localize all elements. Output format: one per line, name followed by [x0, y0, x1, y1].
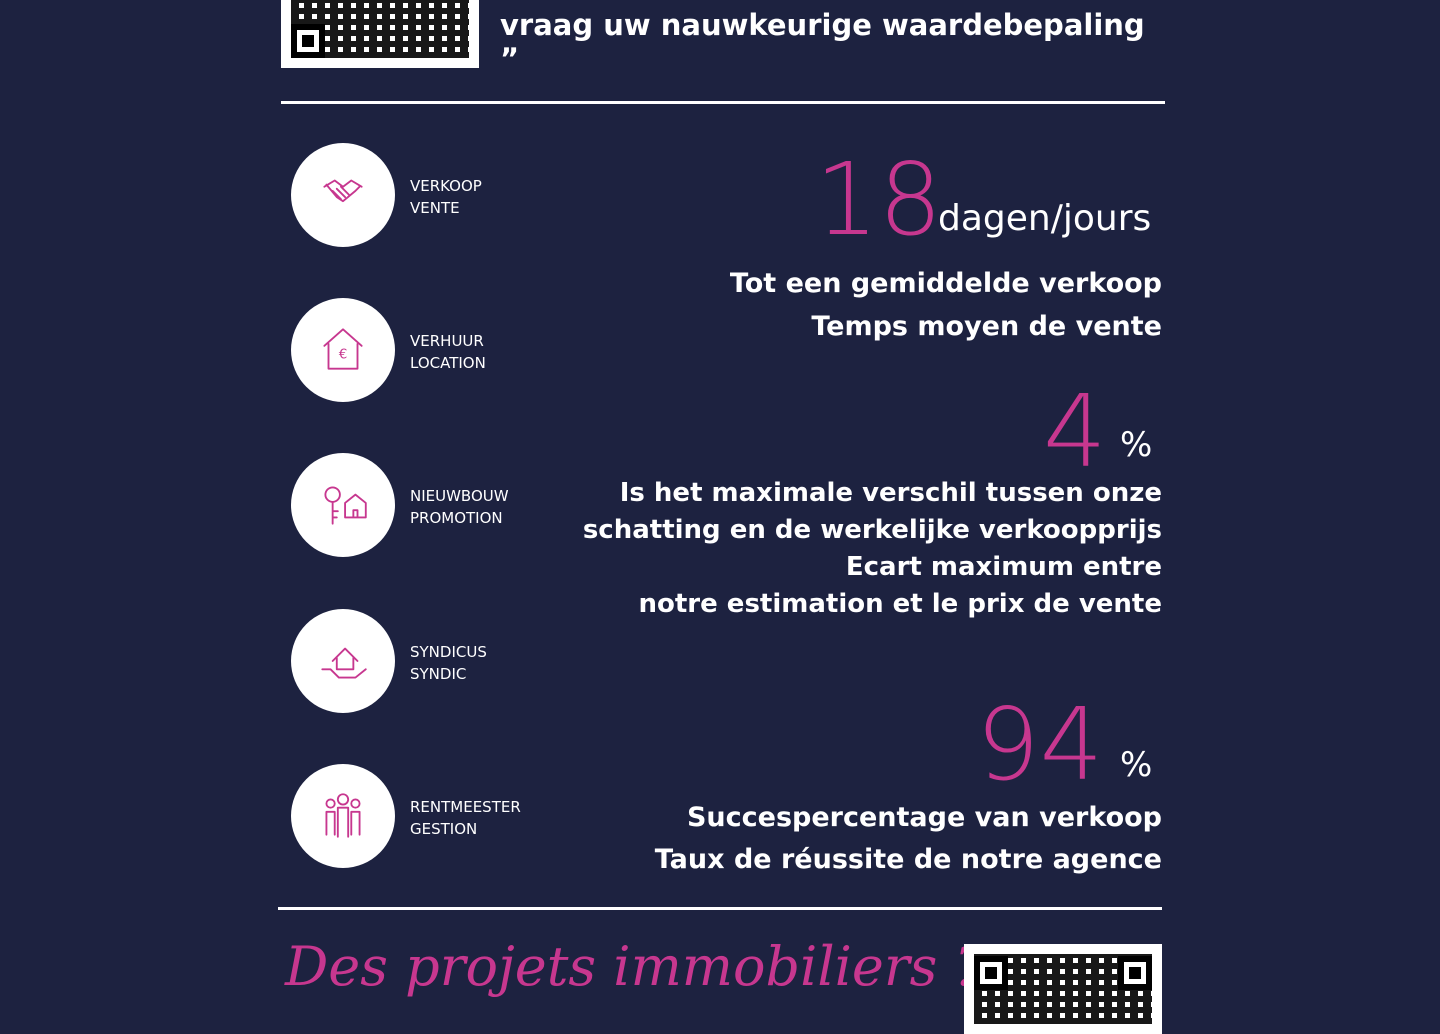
- stat-line: Taux de réussite de notre agence: [654, 844, 1162, 875]
- service-icon-circle: [291, 453, 395, 557]
- stat-line: schatting en de werkelijke verkoopprijs: [582, 515, 1162, 545]
- stat-desc: Succespercentage van verkoop Taux de réu…: [655, 797, 1162, 881]
- stat-line: Ecart maximum entre: [845, 552, 1162, 582]
- service-label-nl: SYNDICUS: [410, 643, 487, 661]
- stat-line: Temps moyen de vente: [811, 311, 1162, 342]
- service-label-fr: LOCATION: [410, 354, 486, 372]
- service-label-fr: VENTE: [410, 199, 460, 217]
- house-key-icon: [324, 486, 367, 525]
- stat-line: notre estimation et le prix de vente: [638, 589, 1163, 619]
- stat-desc: Tot een gemiddelde verkoop Temps moyen d…: [730, 262, 1162, 348]
- divider-bottom: [278, 907, 1162, 910]
- stat-desc: Is het maximale verschil tussen onze sch…: [583, 475, 1162, 623]
- service-icon-circle: €: [291, 298, 395, 402]
- people-icon: [325, 793, 361, 838]
- stat-value-days: 18: [815, 141, 943, 258]
- service-label: VERKOOP VENTE: [410, 175, 482, 219]
- svg-text:€: €: [339, 347, 348, 362]
- footer-slogan: Des projets immobiliers ?: [285, 935, 984, 998]
- handshake-icon: [323, 179, 363, 203]
- stat-line: Tot een gemiddelde verkoop: [729, 268, 1162, 299]
- service-label-fr: PROMOTION: [410, 509, 503, 527]
- stat-unit-percent: %: [1120, 745, 1153, 785]
- stat-line: Succespercentage van verkoop: [686, 802, 1162, 833]
- service-label: NIEUWBOUW PROMOTION: [410, 485, 509, 529]
- service-label-fr: GESTION: [410, 820, 478, 838]
- service-label-fr: SYNDIC: [410, 665, 467, 683]
- service-label: RENTMEESTER GESTION: [410, 796, 521, 840]
- header-quote: vraag uw nauwkeurige waardebepaling ”: [500, 8, 1145, 76]
- divider-top: [281, 101, 1165, 104]
- qr-code-bottom: [964, 944, 1162, 1034]
- service-label-nl: VERHUUR: [410, 332, 484, 350]
- stat-line: Is het maximale verschil tussen onze: [619, 478, 1162, 508]
- service-label-nl: RENTMEESTER: [410, 798, 521, 816]
- qr-code-top: [281, 0, 479, 68]
- stat-value-percent-diff: 4: [1043, 373, 1107, 490]
- stat-unit-percent: %: [1120, 425, 1153, 465]
- hand-house-icon: [321, 647, 367, 679]
- stat-unit-days: dagen/jours: [938, 198, 1152, 239]
- service-label-nl: VERKOOP: [410, 177, 482, 195]
- service-icon-circle: [291, 609, 395, 713]
- service-label: VERHUUR LOCATION: [410, 330, 486, 374]
- stat-value-success: 94: [976, 686, 1104, 803]
- service-label: SYNDICUS SYNDIC: [410, 641, 487, 685]
- service-icon-circle: [291, 143, 395, 247]
- service-icon-circle: [291, 764, 395, 868]
- house-euro-icon: €: [323, 328, 363, 370]
- service-label-nl: NIEUWBOUW: [410, 487, 509, 505]
